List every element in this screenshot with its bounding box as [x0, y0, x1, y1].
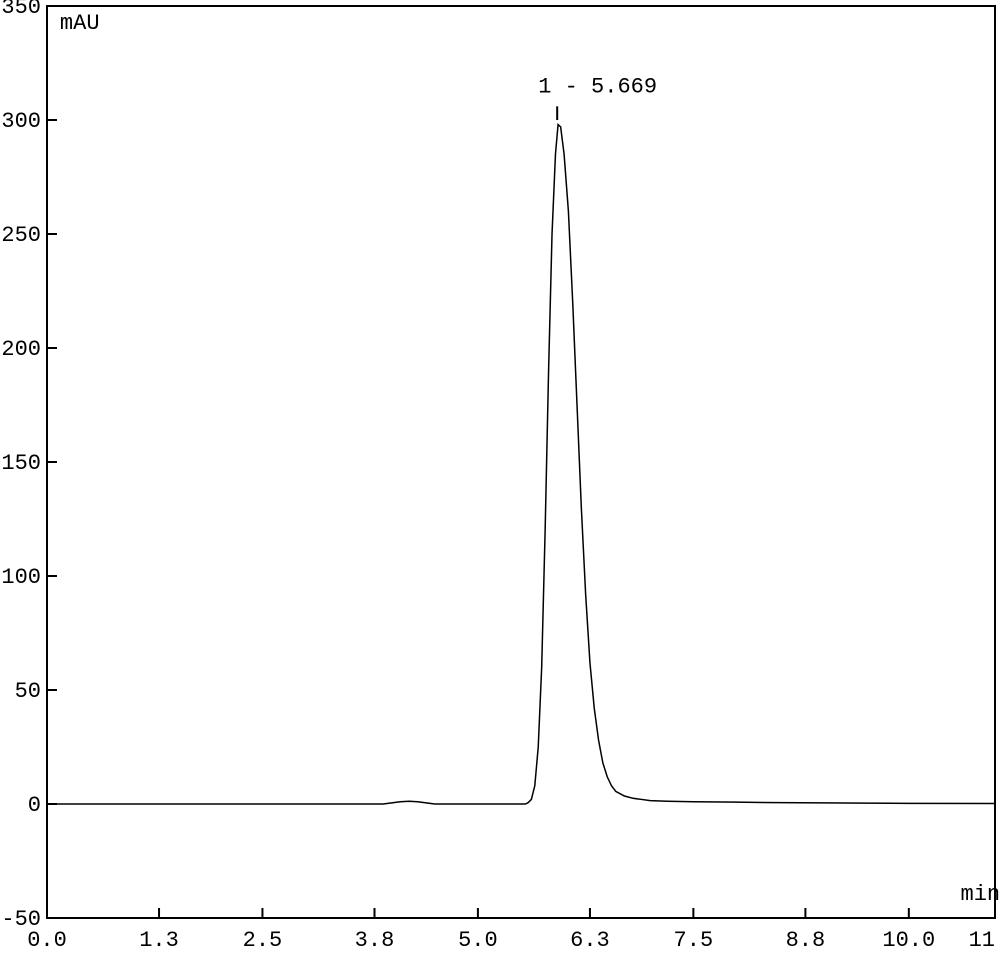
x-tick-label: 1.3 [139, 928, 179, 953]
y-tick-label: 300 [1, 109, 41, 134]
x-tick-label: 11.0 [969, 928, 1000, 953]
x-tick-label: 7.5 [674, 928, 714, 953]
y-tick-label: 200 [1, 337, 41, 362]
x-axis-unit-label: min [961, 882, 1000, 907]
y-tick-label: 50 [15, 679, 41, 704]
x-tick-label: 8.8 [786, 928, 826, 953]
y-tick-label: 350 [1, 0, 41, 20]
y-tick-label: 100 [1, 565, 41, 590]
x-tick-label: 2.5 [243, 928, 283, 953]
y-tick-label: -50 [1, 907, 41, 932]
x-tick-label: 10.0 [882, 928, 935, 953]
y-tick-label: 0 [28, 793, 41, 818]
x-tick-label: 5.0 [458, 928, 498, 953]
x-tick-label: 3.8 [355, 928, 395, 953]
chromatogram-chart: 0.01.32.53.85.06.37.58.810.011.0-5005010… [0, 0, 1000, 962]
x-tick-label: 6.3 [570, 928, 610, 953]
peak-label: 1 - 5.669 [538, 75, 657, 100]
y-tick-label: 250 [1, 223, 41, 248]
y-tick-label: 150 [1, 451, 41, 476]
chart-svg: 0.01.32.53.85.06.37.58.810.011.0-5005010… [0, 0, 1000, 962]
y-axis-unit-label: mAU [60, 11, 100, 36]
